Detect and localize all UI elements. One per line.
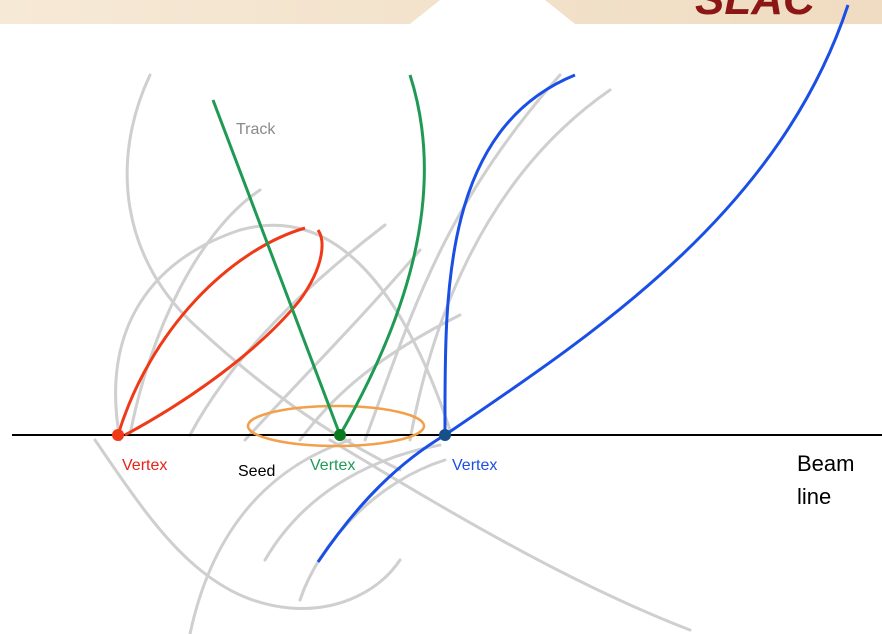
logo: SLAC [695, 0, 816, 24]
track-label: Track [236, 121, 276, 138]
red-tracks [112, 226, 324, 441]
beam-label: line [797, 484, 831, 509]
seed-label: Seed [238, 463, 275, 480]
gray-tracks [93, 73, 692, 634]
banner [0, 0, 882, 24]
green-vertex-label: Vertex [310, 457, 355, 474]
green-tracks [211, 74, 426, 441]
beam-label: Beam [797, 451, 854, 476]
seed-ellipse [246, 404, 426, 448]
red-vertex-label: Vertex [122, 457, 167, 474]
blue-tracks [316, 4, 850, 563]
blue-vertex-label: Vertex [452, 457, 497, 474]
